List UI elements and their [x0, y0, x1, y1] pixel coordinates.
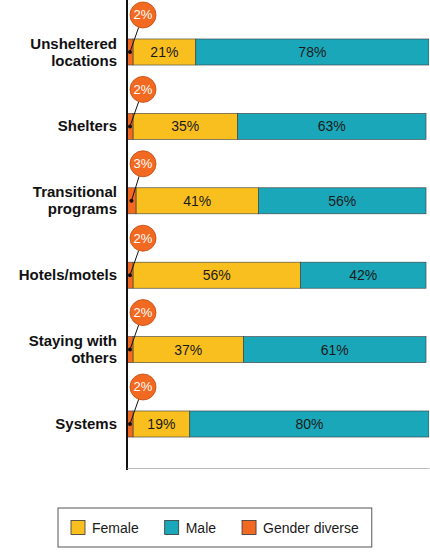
bar-segment — [133, 113, 238, 139]
leader-dot — [128, 348, 132, 352]
legend-label: Male — [186, 520, 217, 536]
data-label: 35% — [171, 118, 199, 134]
legend-swatch — [71, 521, 85, 535]
bar-segment — [196, 39, 429, 65]
legend-frame — [58, 508, 372, 547]
legend-label: Female — [92, 520, 139, 536]
leader-line — [130, 325, 139, 350]
data-label: 2% — [134, 7, 153, 22]
y-axis: Unshelteredlocations Shelters Transitional… — [19, 0, 127, 470]
tick: Transitionalprograms — [33, 183, 127, 217]
leader-line — [131, 176, 139, 201]
tick: Hotels/motels — [19, 266, 127, 283]
bar-segment — [133, 39, 196, 65]
leader-dot — [128, 50, 132, 54]
legend: Female Male Gender diverse — [58, 508, 372, 547]
data-label: 2% — [134, 305, 153, 320]
legend-item: Male — [165, 520, 217, 536]
tick: Shelters — [58, 117, 127, 134]
data-label: 2% — [134, 379, 153, 394]
bar-segment — [244, 337, 426, 363]
bar-segment — [259, 188, 426, 214]
data-labels: 21% 35% 41% 56% 37% 19% 78% 63% 56% 42% 61% 80% 2% 2%… — [128, 2, 377, 432]
legend-swatch — [165, 521, 179, 535]
data-label: 78% — [298, 44, 326, 60]
tick: Systems — [55, 415, 127, 432]
chart-container: Unshelteredlocations Shelters Transitional… — [0, 0, 430, 553]
data-label: 19% — [147, 416, 175, 432]
category-label: Staying withothers — [29, 332, 117, 366]
data-label: 2% — [134, 82, 153, 97]
label-line: Transitional — [33, 183, 117, 200]
tick: Staying withothers — [29, 332, 127, 366]
data-label: 37% — [174, 342, 202, 358]
label-line: others — [71, 349, 117, 366]
bar-segment — [133, 411, 190, 437]
data-label: 61% — [321, 342, 349, 358]
data-label: 21% — [150, 44, 178, 60]
data-label: 63% — [318, 118, 346, 134]
series-bars — [190, 39, 429, 437]
label-line: locations — [51, 52, 117, 69]
category-label: Shelters — [58, 117, 117, 134]
data-label: 3% — [134, 156, 153, 171]
bar-segment — [133, 262, 300, 288]
legend-label: Gender diverse — [263, 520, 359, 536]
label-line: Unsheltered — [30, 35, 117, 52]
bar-segment — [190, 411, 429, 437]
leader-dot — [129, 199, 133, 203]
data-label: 80% — [295, 416, 323, 432]
label-badge — [130, 151, 156, 177]
legend-swatch — [242, 521, 256, 535]
axis-line — [128, 468, 430, 469]
label-line: programs — [48, 200, 117, 217]
category-label: Unshelteredlocations — [30, 35, 117, 69]
leader-dot — [128, 422, 132, 426]
label-line: Hotels/motels — [19, 266, 117, 283]
leader-dot — [128, 273, 132, 277]
data-label: 56% — [203, 267, 231, 283]
label-line: Staying with — [29, 332, 117, 349]
tick: Unshelteredlocations — [30, 35, 127, 69]
label-badge — [130, 2, 156, 28]
legend-item: Female — [71, 520, 139, 536]
category-label: Hotels/motels — [19, 266, 117, 283]
data-label: 56% — [328, 193, 356, 209]
bar-segment — [136, 188, 259, 214]
bar-segment — [238, 113, 426, 139]
bars — [127, 39, 429, 437]
label-badge — [130, 374, 156, 400]
leader-line — [130, 399, 139, 424]
label-badge — [130, 225, 156, 251]
category-label: Systems — [55, 415, 117, 432]
leader-line — [130, 27, 139, 52]
category-label: Transitionalprograms — [33, 183, 117, 217]
data-label: 42% — [349, 267, 377, 283]
bar-segment — [133, 337, 244, 363]
chart-svg: Unshelteredlocations Shelters Transitional… — [0, 0, 430, 553]
axis-line — [126, 0, 128, 470]
leader-line — [130, 250, 139, 275]
bar-segment — [300, 262, 426, 288]
label-line: Systems — [55, 415, 117, 432]
leader-line — [130, 102, 139, 127]
label-badge — [130, 300, 156, 326]
leader-dot — [128, 124, 132, 128]
legend-item: Gender diverse — [242, 520, 359, 536]
series-bars — [133, 39, 300, 437]
label-badge — [130, 76, 156, 102]
data-label: 41% — [183, 193, 211, 209]
data-label: 2% — [134, 231, 153, 246]
x-axis — [128, 468, 430, 469]
label-line: Shelters — [58, 117, 117, 134]
